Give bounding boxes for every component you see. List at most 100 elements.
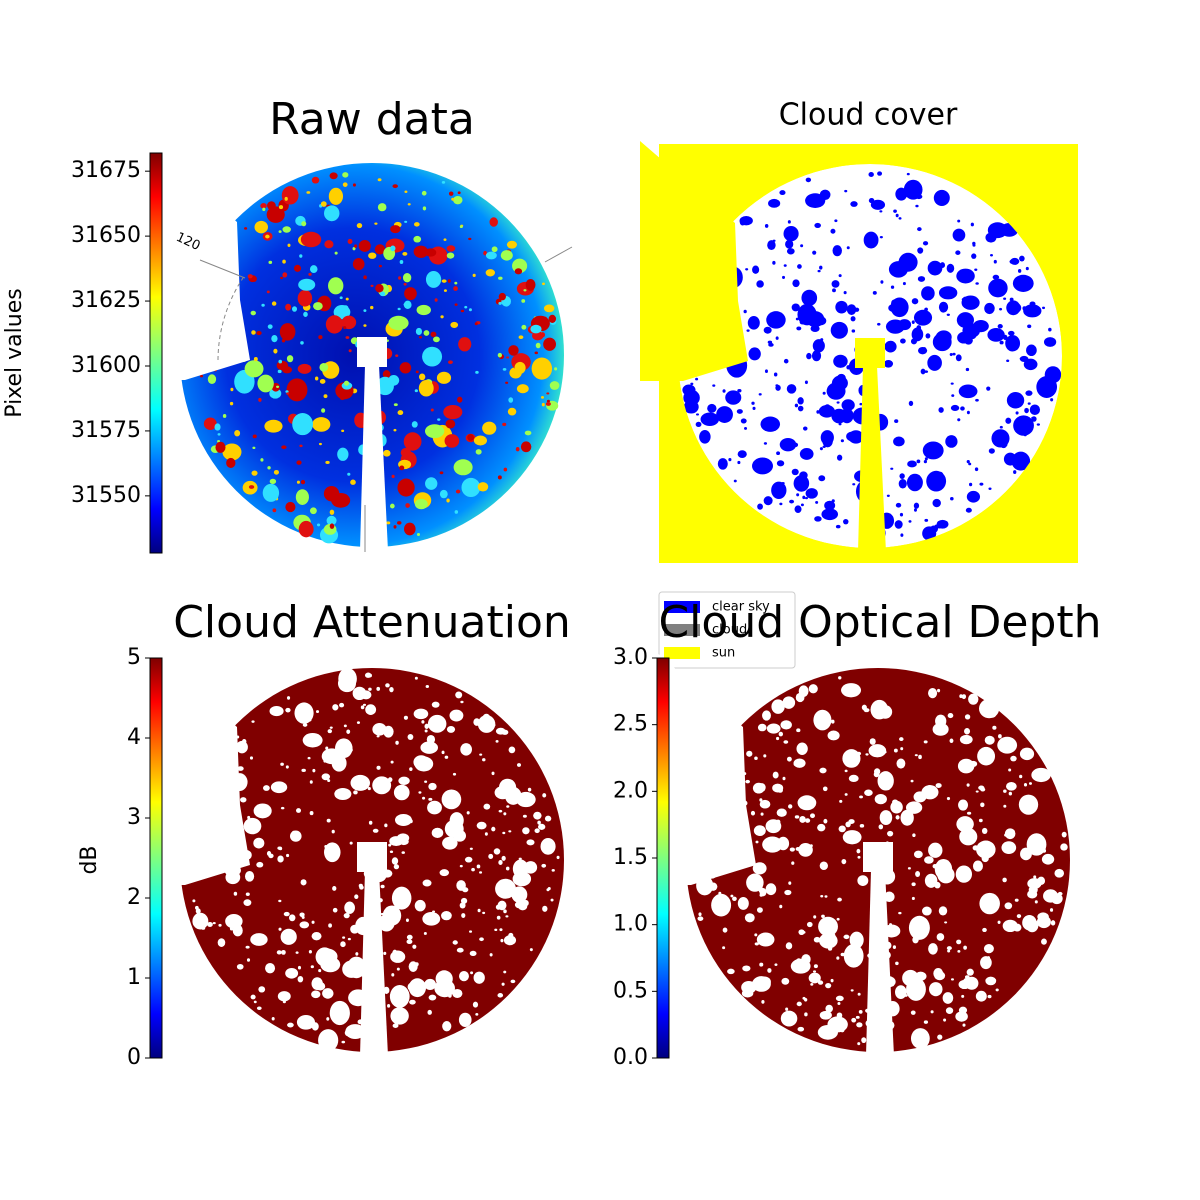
cloud-blob: [542, 282, 546, 286]
cloud-blob: [988, 487, 992, 490]
cloud-blob: [352, 246, 356, 251]
cloud-blob: [999, 439, 1008, 449]
cloud-blob: [281, 445, 287, 450]
cloud-blob: [756, 907, 763, 913]
cloud-blob: [929, 982, 943, 997]
cloud-blob: [757, 723, 767, 732]
cloud-blob: [496, 915, 501, 920]
cloud-blob: [477, 715, 496, 733]
cloud-blob: [972, 860, 983, 872]
cloud-blob: [297, 363, 312, 374]
cloud-blob: [798, 929, 805, 936]
cloud-blob: [363, 324, 367, 327]
cloud-blob: [407, 733, 414, 740]
tick-label: 31550: [71, 483, 141, 508]
cloud-blob: [841, 399, 855, 411]
cloud-blob: [832, 245, 842, 257]
cloud-blob: [758, 867, 762, 871]
cloud-blob: [428, 994, 437, 1001]
cloud-blob: [856, 751, 862, 756]
cloud-blob: [992, 274, 1000, 280]
cloud-blob: [898, 911, 902, 915]
cloud-blob: [968, 331, 977, 340]
cloud-blob: [717, 458, 728, 470]
cloud-blob: [347, 937, 351, 941]
cloud-blob: [323, 394, 328, 399]
cloud-blob: [466, 811, 470, 815]
cloud-blob: [868, 171, 874, 178]
cloud-blob: [981, 827, 988, 834]
cloud-blob: [893, 436, 905, 447]
cloud-blob: [972, 241, 976, 246]
cloud-blob: [282, 1000, 286, 1004]
tick-label: 0.5: [613, 978, 648, 1003]
cloud-blob: [805, 177, 812, 183]
cloud-blob: [458, 1012, 472, 1027]
cloud-blob: [957, 821, 962, 825]
cloud-blob: [993, 259, 997, 264]
cloud-blob: [751, 976, 771, 992]
cloud-blob: [252, 434, 257, 439]
cloud-blob: [424, 978, 436, 991]
arm-mask: [858, 366, 886, 552]
cloud-blob: [785, 239, 794, 249]
cloud-blob: [763, 326, 772, 334]
cloud-blob: [884, 340, 897, 353]
cloud-blob: [836, 917, 840, 921]
cloud-blob: [498, 301, 502, 305]
cloud-blob: [907, 867, 911, 870]
cloud-blob: [226, 457, 236, 469]
cloud-blob: [264, 419, 283, 433]
cloud-blob: [900, 533, 904, 537]
cloud-blob: [899, 512, 904, 517]
cloud-blob: [907, 460, 917, 468]
cloud-blob: [806, 921, 813, 928]
cloud-blob: [282, 272, 288, 278]
cloud-blob: [388, 843, 392, 847]
cloud-blob: [516, 384, 529, 394]
cloud-blob: [835, 524, 841, 529]
cloud-blob: [458, 831, 463, 836]
cloud-blob: [414, 899, 426, 912]
cloud-blob: [442, 1021, 452, 1032]
cloud-blob: [300, 479, 306, 485]
cloud-blob: [830, 978, 834, 983]
cloud-blob: [482, 713, 491, 723]
cloud-blob: [404, 287, 417, 301]
cloud-blob: [775, 336, 779, 340]
cloud-blob: [383, 725, 394, 738]
cloud-blob: [1013, 415, 1034, 436]
cloud-blob: [1008, 791, 1013, 796]
cloud-blob: [326, 818, 331, 823]
cloud-blob: [320, 201, 327, 207]
cloud-blob: [244, 227, 248, 230]
cloud-blob: [911, 327, 924, 342]
cloud-blob: [388, 315, 409, 331]
cloud-blob: [756, 932, 775, 947]
cloud-blob: [464, 305, 468, 309]
cloud-blob: [424, 780, 428, 783]
cloud-blob: [997, 736, 1018, 754]
cloud-blob: [393, 428, 397, 432]
cloud-blob: [248, 485, 255, 489]
cloud-blob: [431, 701, 440, 708]
colorbar: [656, 657, 670, 1059]
cloud-blob: [806, 352, 812, 360]
cloud-blob: [752, 406, 756, 411]
cloud-blob: [995, 988, 999, 992]
cloud-blob: [961, 994, 965, 998]
cloud-blob: [420, 741, 438, 754]
cloud-blob: [835, 300, 848, 314]
cloud-blob: [491, 246, 498, 253]
cloud-blob: [819, 767, 827, 774]
cloud-blob: [763, 496, 773, 506]
cloud-blob: [453, 829, 467, 842]
cloud-blob: [498, 860, 503, 866]
cloud-blob: [906, 172, 910, 176]
cloud-blob: [456, 880, 466, 891]
cloud-blob: [768, 198, 781, 208]
cloud-blob: [398, 776, 410, 785]
cloud-blob: [1009, 302, 1022, 314]
cloud-blob: [843, 944, 864, 968]
tick-label: 31600: [71, 353, 141, 378]
